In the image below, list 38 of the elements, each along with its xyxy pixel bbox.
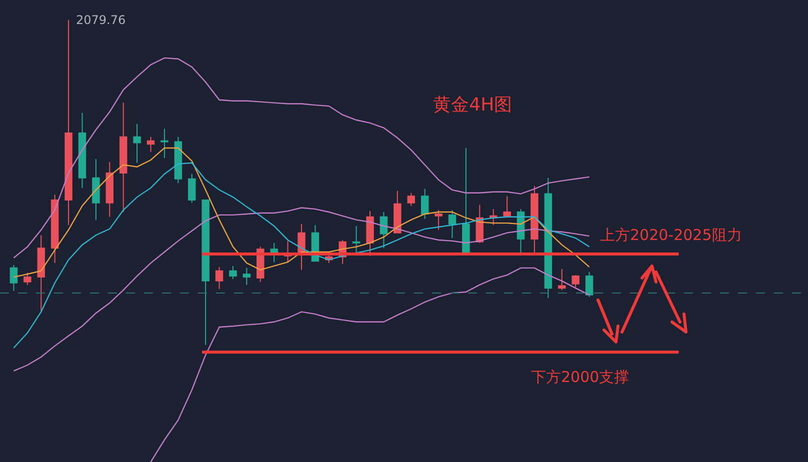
candlestick — [215, 266, 224, 290]
candlestick — [242, 267, 251, 286]
candlestick — [37, 234, 45, 312]
candlestick — [188, 173, 196, 204]
candlestick — [229, 265, 237, 280]
candlestick — [50, 194, 59, 264]
candlestick — [202, 199, 210, 346]
candlestick — [544, 177, 552, 298]
candlestick — [448, 210, 456, 239]
candlestick — [298, 224, 306, 270]
text: 黄金4H图 — [433, 94, 512, 116]
candlestick — [24, 272, 32, 286]
candlestick — [407, 192, 415, 206]
candlestick — [394, 190, 402, 234]
candlestick — [174, 136, 182, 184]
candlestick — [146, 136, 155, 152]
candlestick — [530, 186, 538, 254]
ref-line-label: 上方2020-2025阻力 — [600, 226, 742, 244]
candlestick — [585, 271, 594, 298]
annotation: 2079.76 — [76, 13, 126, 27]
candlestick — [380, 212, 388, 249]
candlestick — [78, 112, 86, 188]
candlestick — [572, 274, 580, 288]
candlestick — [352, 225, 360, 254]
candlestick — [160, 128, 168, 159]
candlestick — [64, 19, 72, 226]
candlestick — [420, 188, 429, 220]
candlestick — [558, 268, 566, 291]
candlestick — [462, 147, 470, 254]
candlestick — [133, 123, 141, 164]
ref-line-label: 下方2000支撑 — [531, 368, 630, 386]
candlestick — [119, 102, 128, 213]
candlestick — [366, 210, 374, 256]
candlestick — [434, 210, 442, 230]
candlestick — [92, 158, 100, 220]
candlestick — [106, 161, 114, 218]
candlestick — [503, 196, 511, 218]
candlestick — [10, 264, 18, 292]
